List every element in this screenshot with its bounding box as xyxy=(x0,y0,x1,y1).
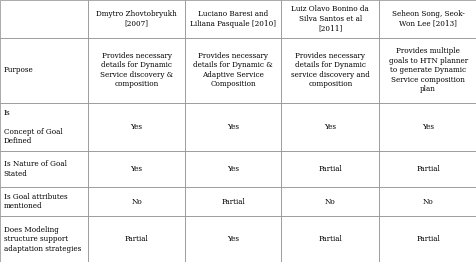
Text: Yes: Yes xyxy=(421,123,433,131)
Text: Yes: Yes xyxy=(130,123,142,131)
Bar xyxy=(88,0,184,38)
Text: No: No xyxy=(422,198,433,205)
Text: Yes: Yes xyxy=(227,123,238,131)
Bar xyxy=(378,0,476,38)
Text: No: No xyxy=(131,198,142,205)
Text: Provides necessary
details for Dynamic
Service discovery &
composition: Provides necessary details for Dynamic S… xyxy=(99,52,173,89)
Bar xyxy=(88,38,184,103)
Text: Yes: Yes xyxy=(324,123,336,131)
Text: Does Modeling
structure support
adaptation strategies: Does Modeling structure support adaptati… xyxy=(4,226,81,253)
Bar xyxy=(281,151,378,187)
Text: No: No xyxy=(324,198,335,205)
Bar xyxy=(184,103,281,151)
Text: Luciano Baresi and
Liliana Pasquale [2010]: Luciano Baresi and Liliana Pasquale [201… xyxy=(190,10,276,28)
Bar xyxy=(88,187,184,216)
Text: Yes: Yes xyxy=(227,165,238,173)
Bar xyxy=(0,38,88,103)
Text: Partial: Partial xyxy=(221,198,245,205)
Bar xyxy=(378,151,476,187)
Bar xyxy=(88,151,184,187)
Bar xyxy=(184,0,281,38)
Text: Is Goal attributes
mentioned: Is Goal attributes mentioned xyxy=(4,193,67,210)
Bar xyxy=(88,103,184,151)
Text: Luiz Olavo Bonino da
Silva Santos et al
[2011]: Luiz Olavo Bonino da Silva Santos et al … xyxy=(291,6,368,32)
Text: Seheon Song, Seok-
Won Lee [2013]: Seheon Song, Seok- Won Lee [2013] xyxy=(391,10,464,28)
Text: Is Nature of Goal
Stated: Is Nature of Goal Stated xyxy=(4,160,67,178)
Bar xyxy=(184,151,281,187)
Bar xyxy=(378,216,476,262)
Text: Partial: Partial xyxy=(317,235,342,243)
Bar xyxy=(88,216,184,262)
Text: Is

Concept of Goal
Defined: Is Concept of Goal Defined xyxy=(4,109,62,145)
Text: Yes: Yes xyxy=(130,165,142,173)
Text: Provides necessary
details for Dynamic &
Adaptive Service
Composition: Provides necessary details for Dynamic &… xyxy=(193,52,272,89)
Bar xyxy=(281,103,378,151)
Text: Partial: Partial xyxy=(415,235,439,243)
Bar xyxy=(184,38,281,103)
Bar xyxy=(281,187,378,216)
Bar xyxy=(281,216,378,262)
Bar xyxy=(0,216,88,262)
Bar xyxy=(378,103,476,151)
Bar xyxy=(184,216,281,262)
Text: Purpose: Purpose xyxy=(4,66,33,74)
Text: Dmytro Zhovtobryukh
[2007]: Dmytro Zhovtobryukh [2007] xyxy=(96,10,177,28)
Text: Partial: Partial xyxy=(317,165,342,173)
Text: Partial: Partial xyxy=(415,165,439,173)
Bar xyxy=(184,187,281,216)
Text: Provides necessary
details for Dynamic
service discovery and
composition: Provides necessary details for Dynamic s… xyxy=(290,52,369,89)
Text: Provides multiple
goals to HTN planner
to generate Dynamic
Service composition
p: Provides multiple goals to HTN planner t… xyxy=(388,47,466,93)
Text: Yes: Yes xyxy=(227,235,238,243)
Bar xyxy=(0,0,88,38)
Bar xyxy=(378,38,476,103)
Bar xyxy=(0,103,88,151)
Bar xyxy=(378,187,476,216)
Bar xyxy=(0,187,88,216)
Bar xyxy=(281,0,378,38)
Bar xyxy=(281,38,378,103)
Text: Partial: Partial xyxy=(124,235,148,243)
Bar xyxy=(0,151,88,187)
